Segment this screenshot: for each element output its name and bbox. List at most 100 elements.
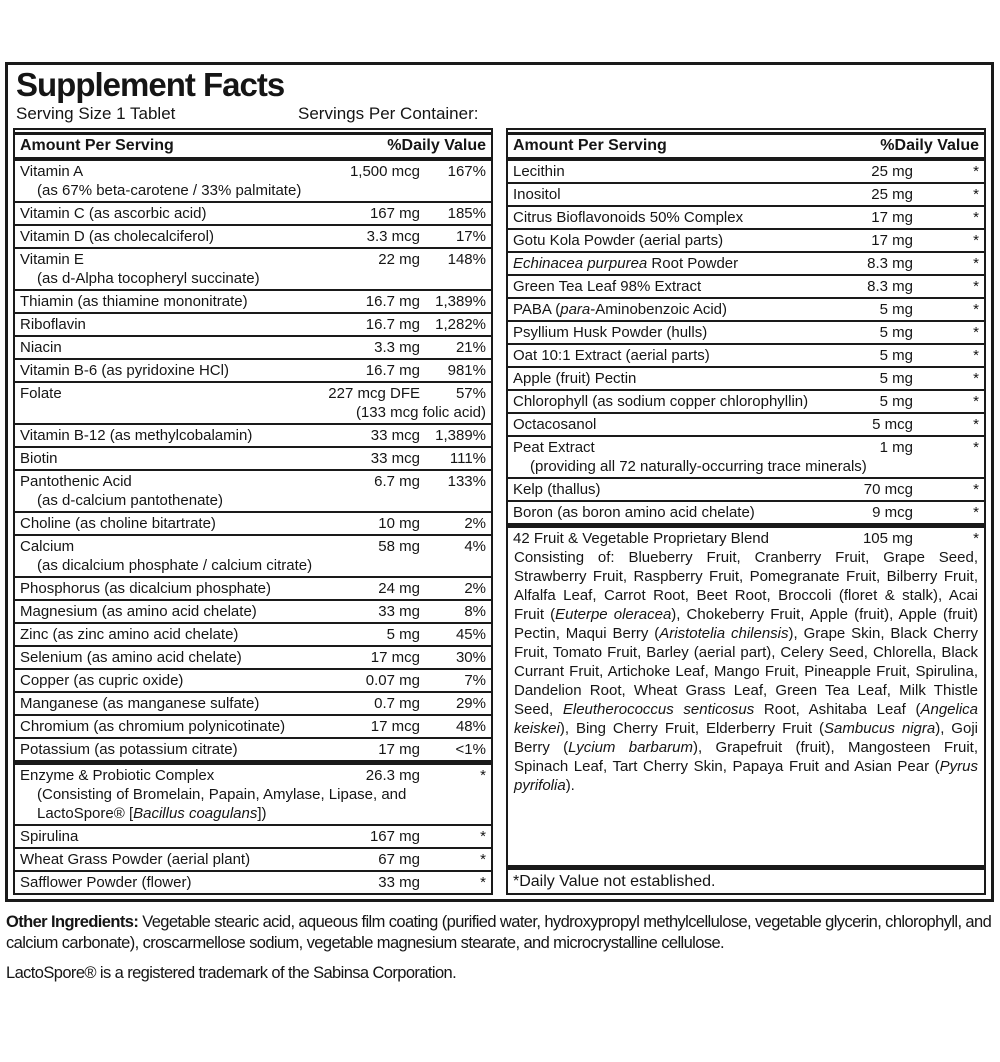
ingredient-amount: 33 mcg	[370, 426, 420, 444]
ingredient-name: Peat Extract	[513, 438, 595, 456]
left-column: Amount Per Serving %Daily Value Vitamin …	[13, 127, 493, 895]
ingredient-name: Enzyme & Probiotic Complex	[20, 766, 215, 784]
ingredient-daily-value: 7%	[464, 671, 486, 689]
table-row: Apple (fruit) Pectin 5 mg *	[508, 365, 984, 389]
table-row: Thiamin (as thiamine mononitrate) 16.7 mg…	[15, 288, 491, 312]
ingredient-daily-value: 29%	[455, 694, 486, 712]
ingredient-name: Magnesium (as amino acid chelate)	[20, 602, 257, 620]
ingredient-name: Niacin	[20, 338, 62, 356]
table-row: Biotin 33 mcg 111%	[15, 445, 491, 469]
ingredient-name: Folate	[20, 384, 62, 402]
ingredient-amount: 227 mcg DFE	[328, 384, 420, 402]
ingredient-amount: 24 mg	[378, 579, 420, 597]
ingredient-daily-value: 111%	[449, 449, 486, 467]
amount-per-serving-label: Amount Per Serving	[513, 136, 667, 154]
ingredient-name: Choline (as choline bitartrate)	[20, 514, 216, 532]
table-row: Vitamin B-6 (as pyridoxine HCl) 16.7 mg 98…	[15, 357, 491, 381]
table-row: Calcium 58 mg 4% (as dicalcium phosphate / …	[15, 533, 491, 576]
table-row: Vitamin C (as ascorbic acid) 167 mg 185%	[15, 200, 491, 224]
table-row: Choline (as choline bitartrate) 10 mg 2%	[15, 510, 491, 534]
ingredient-amount: 26.3 mg	[365, 766, 420, 784]
ingredient-daily-value: *	[973, 369, 979, 387]
ingredient-daily-value: *	[973, 346, 979, 364]
ingredient-sub: (133 mcg folic acid)	[355, 403, 486, 421]
table-row: Potassium (as potassium citrate) 17 mg <1%	[15, 736, 491, 760]
ingredient-name: PABA (para-Aminobenzoic Acid)	[513, 300, 728, 318]
ingredient-daily-value: *	[973, 254, 979, 272]
ingredient-amount: 0.07 mg	[365, 671, 420, 689]
table-row: Chlorophyll (as sodium copper chlorophyl…	[508, 388, 984, 412]
ingredient-daily-value: *	[480, 873, 486, 891]
ingredient-name: Potassium (as potassium citrate)	[20, 740, 238, 758]
ingredient-amount: 167 mg	[369, 204, 420, 222]
ingredient-amount: 8.3 mg	[867, 254, 913, 272]
ingredient-amount: 3.3 mg	[374, 338, 420, 356]
table-row: Manganese (as manganese sulfate) 0.7 mg 29…	[15, 690, 491, 714]
table-row: Chromium (as chromium polynicotinate) 17 …	[15, 713, 491, 737]
ingredient-daily-value: *	[480, 850, 486, 868]
ingredient-daily-value: *	[973, 185, 979, 203]
other-ingredients-text: Vegetable stearic acid, aqueous film coa…	[6, 912, 992, 952]
ingredient-name: Vitamin C (as ascorbic acid)	[20, 204, 207, 222]
ingredient-amount: 5 mg	[879, 392, 913, 410]
table-row: Spirulina 167 mg *	[15, 823, 491, 847]
table-row: Vitamin B-12 (as methylcobalamin) 33 mcg 1…	[15, 422, 491, 446]
ingredient-amount: 25 mg	[871, 185, 913, 203]
ingredient-name: Riboflavin	[20, 315, 86, 333]
ingredient-daily-value: 2%	[464, 579, 486, 597]
ingredient-name: Safflower Powder (flower)	[20, 873, 192, 891]
column-header: Amount Per Serving %Daily Value	[15, 135, 491, 161]
ingredient-name: Spirulina	[20, 827, 79, 845]
blend-paragraph: Consisting of: Blueberry Fruit, Cranberr…	[514, 548, 979, 794]
ingredient-name: Citrus Bioflavonoids 50% Complex	[513, 208, 744, 226]
ingredient-sub: (as d-Alpha tocopheryl succinate)	[37, 269, 260, 287]
ingredient-daily-value: *	[480, 827, 486, 845]
table-row: Safflower Powder (flower) 33 mg *	[15, 869, 491, 893]
table-row: Vitamin D (as cholecalciferol) 3.3 mcg 17%	[15, 223, 491, 247]
ingredient-name: Pantothenic Acid	[20, 472, 132, 490]
ingredient-amount: 16.7 mg	[365, 315, 420, 333]
ingredient-daily-value: 1,282%	[435, 315, 486, 333]
ingredient-amount: 17 mcg	[370, 648, 420, 666]
ingredient-amount: 67 mg	[378, 850, 420, 868]
ingredient-sub: (as dicalcium phosphate / calcium citrat…	[37, 556, 313, 574]
table-row: Inositol 25 mg *	[508, 181, 984, 205]
ingredient-name: Copper (as cupric oxide)	[20, 671, 184, 689]
ingredient-daily-value: 48%	[455, 717, 486, 735]
table-row: Kelp (thallus) 70 mcg *	[508, 476, 984, 500]
ingredient-name: Selenium (as amino acid chelate)	[20, 648, 242, 666]
table-row: Green Tea Leaf 98% Extract 8.3 mg *	[508, 273, 984, 297]
ingredient-amount: 17 mg	[378, 740, 420, 758]
ingredient-daily-value: *	[973, 300, 979, 318]
facts-title: Supplement Facts	[16, 66, 285, 103]
table-row: Riboflavin 16.7 mg 1,282%	[15, 311, 491, 335]
ingredient-name: Kelp (thallus)	[513, 480, 601, 498]
ingredient-amount: 16.7 mg	[365, 361, 420, 379]
ingredient-daily-value: *	[973, 438, 979, 456]
ingredient-name: Apple (fruit) Pectin	[513, 369, 637, 387]
amount-per-serving-label: Amount Per Serving	[20, 136, 174, 154]
ingredient-daily-value: 133%	[447, 472, 486, 490]
ingredient-daily-value: *	[973, 392, 979, 410]
serving-size: Serving Size 1 Tablet	[16, 103, 176, 123]
ingredient-amount: 5 mg	[879, 323, 913, 341]
ingredient-daily-value: *	[973, 277, 979, 295]
ingredient-daily-value: 981%	[447, 361, 486, 379]
ingredient-daily-value: 167%	[447, 162, 486, 180]
ingredient-amount: 105 mg	[862, 529, 913, 547]
table-row: Pantothenic Acid 6.7 mg 133% (as d-calcium …	[15, 468, 491, 511]
table-row: Oat 10:1 Extract (aerial parts) 5 mg *	[508, 342, 984, 366]
table-row: Magnesium (as amino acid chelate) 33 mg 8%	[15, 598, 491, 622]
table-row: Psyllium Husk Powder (hulls) 5 mg *	[508, 319, 984, 343]
ingredient-daily-value: *	[973, 231, 979, 249]
ingredient-amount: 33 mg	[378, 873, 420, 891]
serving-info: Serving Size 1 Tablet Servings Per Conta…	[16, 103, 986, 124]
table-row: Citrus Bioflavonoids 50% Complex 17 mg *	[508, 204, 984, 228]
table-row: Echinacea purpurea Root Powder 8.3 mg *	[508, 250, 984, 274]
facts-columns: Amount Per Serving %Daily Value Vitamin …	[13, 127, 986, 895]
ingredient-name: Vitamin E	[20, 250, 84, 268]
table-row: Selenium (as amino acid chelate) 17 mcg 30…	[15, 644, 491, 668]
ingredient-name: Chromium (as chromium polynicotinate)	[20, 717, 286, 735]
ingredient-daily-value: 17%	[455, 227, 486, 245]
column-top-bar	[508, 131, 984, 135]
